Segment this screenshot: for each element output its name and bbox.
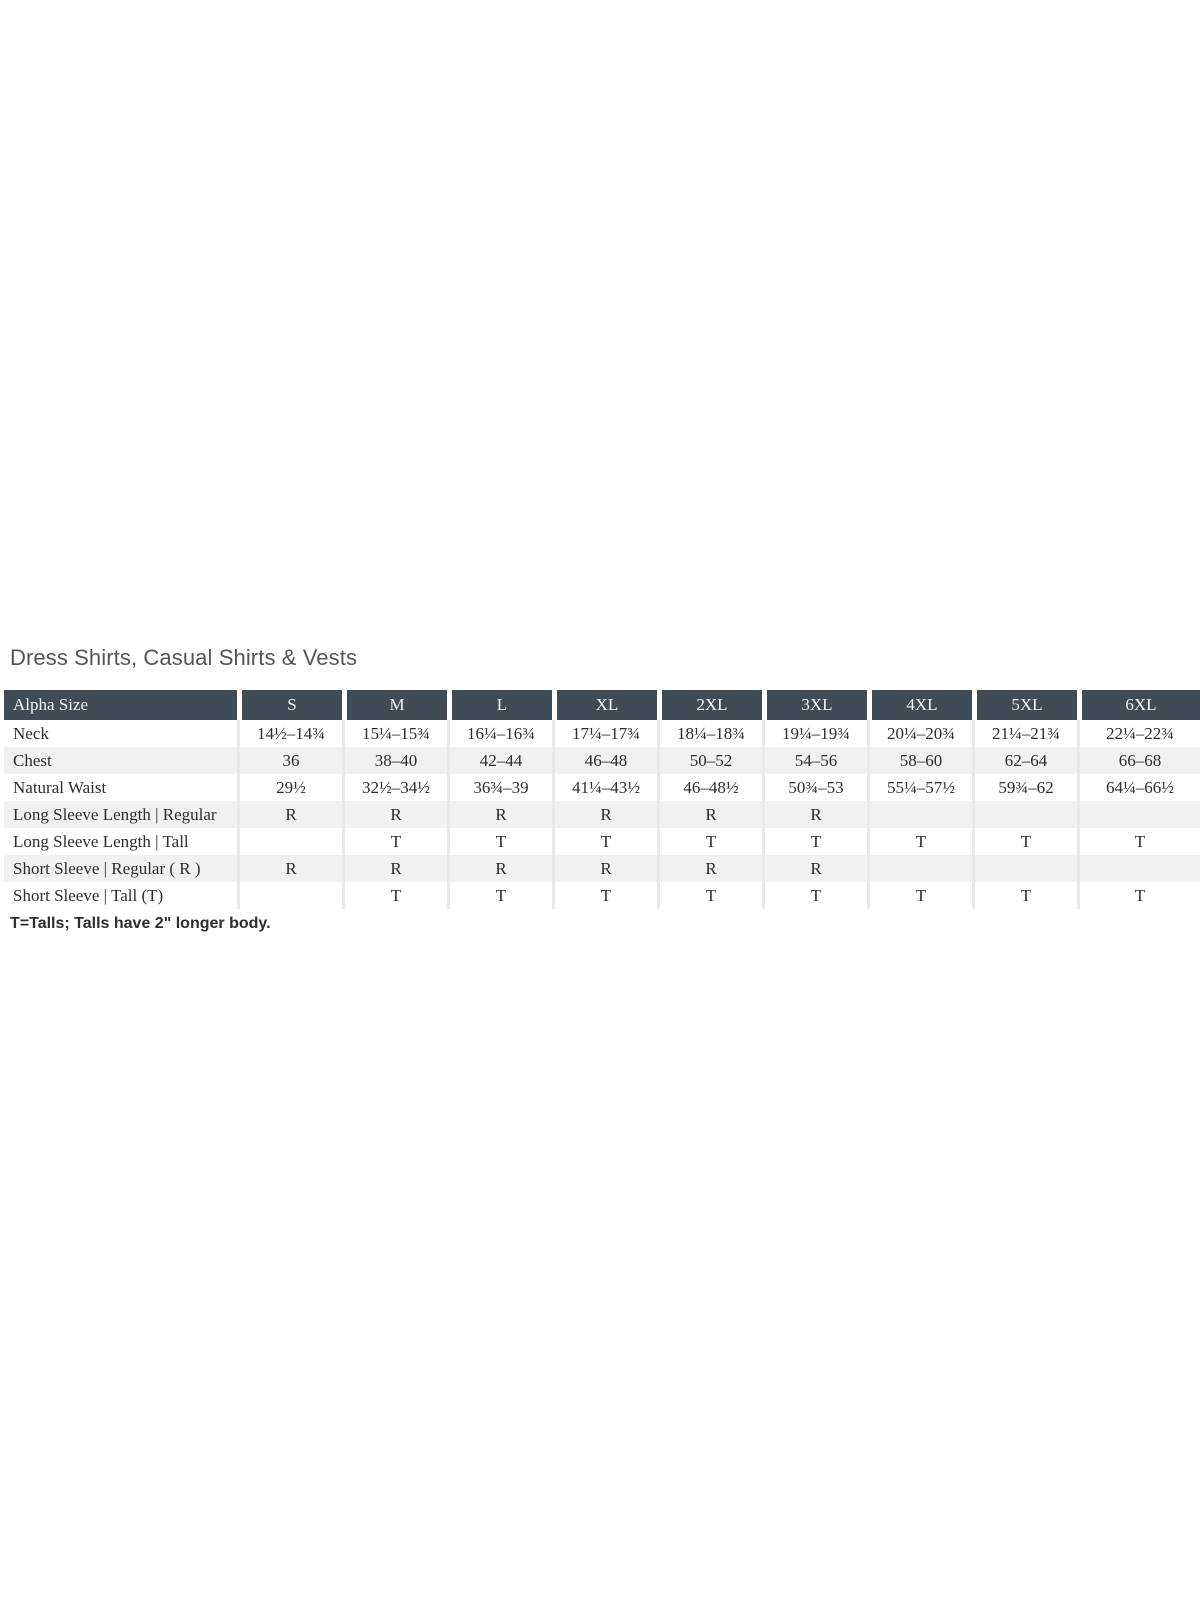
size-value-cell: 15¼–15¾ — [342, 720, 447, 747]
row-label: Neck — [13, 723, 49, 743]
size-value-cell: T — [972, 882, 1077, 909]
column-header-3xl: 3XL — [762, 690, 867, 720]
size-chart-table: Alpha Size S M L XL 2XL 3XL 4XL 5XL 6XL … — [4, 690, 1200, 909]
table-row: Chest 36 38–40 42–44 46–48 50–52 54–56 58–60 62–… — [4, 747, 1200, 774]
size-value-cell: R — [657, 801, 762, 828]
size-value-cell: 22¼–22¾ — [1077, 720, 1200, 747]
size-value-cell: T — [552, 882, 657, 909]
size-value-cell: 19¼–19¾ — [762, 720, 867, 747]
row-label: Short Sleeve | Regular ( R ) — [13, 858, 201, 878]
section-title: Dress Shirts, Casual Shirts & Vests — [10, 645, 358, 670]
size-value-cell: T — [867, 828, 972, 855]
size-value-cell: 58–60 — [867, 747, 972, 774]
size-value-cell: 66–68 — [1077, 747, 1200, 774]
size-value-cell: R — [552, 801, 657, 828]
size-value-cell: T — [657, 828, 762, 855]
row-label: Chest — [13, 750, 52, 770]
size-value-cell: T — [342, 828, 447, 855]
size-value-cell: 50¾–53 — [762, 774, 867, 801]
size-value-cell — [867, 801, 972, 828]
table-row: Short Sleeve | Tall (T) T T T T T T T T — [4, 882, 1200, 909]
size-value-cell: R — [552, 855, 657, 882]
column-header-2xl: 2XL — [657, 690, 762, 720]
size-value-cell: 42–44 — [447, 747, 552, 774]
size-value-cell: 18¼–18¾ — [657, 720, 762, 747]
size-value-cell: R — [237, 801, 342, 828]
size-value-cell: 21¼–21¾ — [972, 720, 1077, 747]
size-value-cell: 20¼–20¾ — [867, 720, 972, 747]
row-label: Short Sleeve | Tall (T) — [13, 885, 164, 905]
size-value-cell: R — [237, 855, 342, 882]
size-value-cell: 59¾–62 — [972, 774, 1077, 801]
size-value-cell: 29½ — [237, 774, 342, 801]
table-row: Natural Waist 29½ 32½–34½ 36¾–39 41¼–43½ 46–4… — [4, 774, 1200, 801]
size-value-cell: 17¼–17¾ — [552, 720, 657, 747]
size-value-cell: 64¼–66½ — [1077, 774, 1200, 801]
header-row: Alpha Size S M L XL 2XL 3XL 4XL 5XL 6XL — [4, 690, 1200, 720]
size-value-cell — [1077, 855, 1200, 882]
table-row: Long Sleeve Length | Regular R R R R R R — [4, 801, 1200, 828]
size-value-cell — [972, 855, 1077, 882]
size-value-cell: T — [1077, 828, 1200, 855]
row-label: Long Sleeve Length | Tall — [13, 831, 189, 851]
size-value-cell: 32½–34½ — [342, 774, 447, 801]
size-value-cell: 55¼–57½ — [867, 774, 972, 801]
size-value-cell: R — [342, 855, 447, 882]
size-value-cell: T — [447, 828, 552, 855]
column-header-xl: XL — [552, 690, 657, 720]
size-value-cell: T — [447, 882, 552, 909]
row-label: Natural Waist — [13, 777, 107, 797]
size-value-cell: T — [867, 882, 972, 909]
size-value-cell: 36¾–39 — [447, 774, 552, 801]
size-value-cell: 50–52 — [657, 747, 762, 774]
size-value-cell: T — [342, 882, 447, 909]
size-value-cell: 36 — [237, 747, 342, 774]
column-header-l: L — [447, 690, 552, 720]
size-value-cell — [867, 855, 972, 882]
column-header-s: S — [237, 690, 342, 720]
size-value-cell — [237, 882, 342, 909]
table-row: Long Sleeve Length | Tall T T T T T T T T — [4, 828, 1200, 855]
size-value-cell: R — [657, 855, 762, 882]
size-value-cell: 62–64 — [972, 747, 1077, 774]
size-value-cell: 46–48 — [552, 747, 657, 774]
column-header-m: M — [342, 690, 447, 720]
table-row: Short Sleeve | Regular ( R ) R R R R R R — [4, 855, 1200, 882]
size-value-cell: T — [1077, 882, 1200, 909]
size-value-cell: T — [552, 828, 657, 855]
size-value-cell: 16¼–16¾ — [447, 720, 552, 747]
size-value-cell: T — [762, 882, 867, 909]
size-value-cell — [237, 828, 342, 855]
size-value-cell: R — [342, 801, 447, 828]
size-value-cell: T — [762, 828, 867, 855]
size-value-cell: T — [657, 882, 762, 909]
row-label: Long Sleeve Length | Regular — [13, 804, 217, 824]
size-value-cell: R — [447, 801, 552, 828]
column-header-5xl: 5XL — [972, 690, 1077, 720]
header-alpha-size: Alpha Size — [4, 690, 237, 720]
size-chart-body: Neck 14½–14¾ 15¼–15¾ 16¼–16¾ 17¼–17¾ 18¼–18¾ 1… — [4, 720, 1200, 909]
footnote: T=Talls; Talls have 2" longer body. — [10, 915, 271, 932]
size-value-cell: 46–48½ — [657, 774, 762, 801]
size-value-cell: 41¼–43½ — [552, 774, 657, 801]
table-row: Neck 14½–14¾ 15¼–15¾ 16¼–16¾ 17¼–17¾ 18¼–18¾ 1… — [4, 720, 1200, 747]
size-value-cell: R — [762, 801, 867, 828]
size-value-cell: R — [447, 855, 552, 882]
size-value-cell — [1077, 801, 1200, 828]
size-value-cell — [972, 801, 1077, 828]
size-value-cell: 54–56 — [762, 747, 867, 774]
column-header-4xl: 4XL — [867, 690, 972, 720]
column-header-6xl: 6XL — [1077, 690, 1200, 720]
size-value-cell: R — [762, 855, 867, 882]
size-value-cell: T — [972, 828, 1077, 855]
size-value-cell: 38–40 — [342, 747, 447, 774]
size-value-cell: 14½–14¾ — [237, 720, 342, 747]
